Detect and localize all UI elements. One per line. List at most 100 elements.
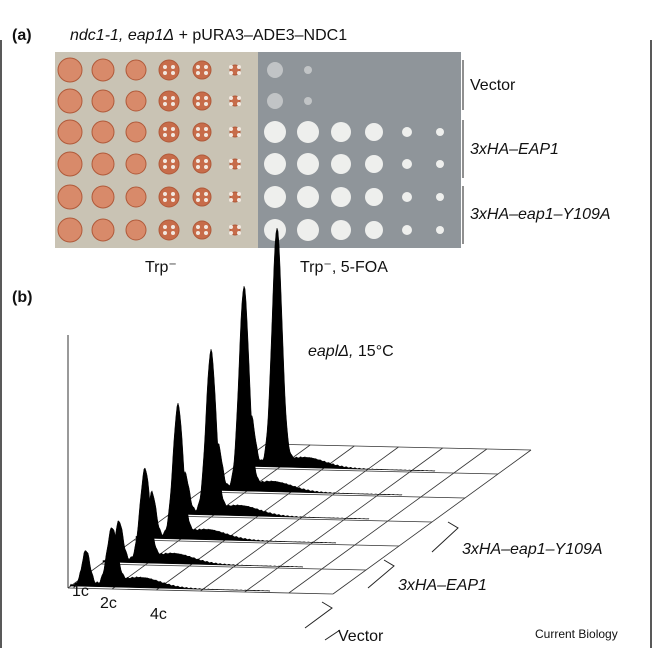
colony-dot	[237, 65, 241, 69]
colony	[264, 186, 286, 208]
colony-dot	[229, 159, 233, 163]
colony-dot	[229, 71, 233, 75]
colony-dot	[229, 65, 233, 69]
colony-dot	[237, 198, 241, 202]
colony	[402, 127, 412, 137]
colony	[58, 89, 82, 113]
colony-dot	[171, 96, 175, 100]
colony-dot	[229, 96, 233, 100]
grid-line	[245, 448, 443, 592]
row-label: Vector	[470, 77, 516, 94]
colony	[58, 120, 82, 144]
colony-dot	[204, 192, 208, 196]
colony-dot	[229, 192, 233, 196]
title-italic: ndc1-1, eap1Δ	[70, 27, 174, 44]
colony-dot	[196, 192, 200, 196]
colony-dot	[171, 192, 175, 196]
dna-label: 1c	[72, 583, 89, 600]
colony	[297, 121, 319, 143]
dna-label: 2c	[100, 595, 117, 612]
panel-label: (a)	[12, 27, 32, 44]
colony	[365, 123, 383, 141]
colony-dot	[163, 71, 167, 75]
condition-rest: 15°C	[358, 343, 394, 360]
footer: Current Biology	[535, 627, 618, 641]
colony-dot	[163, 225, 167, 229]
colony-dot	[163, 127, 167, 131]
colony	[264, 219, 286, 241]
plate-left	[55, 52, 258, 248]
colony	[436, 128, 444, 136]
colony-dot	[237, 159, 241, 163]
colony-dot	[204, 198, 208, 202]
colony-dot	[204, 133, 208, 137]
plate-label: Trp⁻	[145, 259, 177, 276]
colony-dot	[229, 198, 233, 202]
colony-dot	[237, 192, 241, 196]
colony-dot	[237, 127, 241, 131]
colony-dot	[171, 198, 175, 202]
colony-dot	[196, 127, 200, 131]
colony-dot	[237, 96, 241, 100]
colony	[331, 220, 351, 240]
plate-right	[258, 52, 461, 248]
colony	[365, 155, 383, 173]
colony-dot	[196, 225, 200, 229]
row-label: 3xHA–eap1–Y109A	[470, 206, 611, 223]
plate-label: Trp⁻, 5-FOA	[300, 259, 388, 276]
colony	[436, 193, 444, 201]
colony	[193, 61, 211, 79]
colony-dot	[204, 127, 208, 131]
bracket	[305, 602, 332, 628]
histograms	[68, 228, 531, 594]
colony	[193, 92, 211, 110]
colony	[159, 154, 179, 174]
colony-dot	[229, 133, 233, 137]
colony	[193, 188, 211, 206]
colony	[92, 153, 114, 175]
colony-dot	[163, 231, 167, 235]
colony-dot	[237, 231, 241, 235]
colony-dot	[163, 102, 167, 106]
colony	[297, 153, 319, 175]
title-rest: + pURA3–ADE3–NDC1	[179, 27, 348, 44]
colony-dot	[204, 159, 208, 163]
condition: eaplΔ, 15°C	[308, 343, 394, 360]
colony	[402, 192, 412, 202]
colony	[159, 220, 179, 240]
colony	[264, 121, 286, 143]
colony-dot	[171, 231, 175, 235]
colony-dot	[204, 165, 208, 169]
colony	[92, 186, 114, 208]
colony	[92, 59, 114, 81]
series-label: 3xHA–eap1–Y109A	[462, 541, 603, 558]
figure: (a) ndc1-1, eap1Δ + pURA3–ADE3–NDC1 Trp⁻…	[0, 0, 653, 648]
bracket	[368, 560, 394, 588]
colony	[297, 186, 319, 208]
colony	[436, 226, 444, 234]
colony-dot	[204, 65, 208, 69]
colony	[159, 187, 179, 207]
colony	[436, 160, 444, 168]
bracket	[432, 522, 458, 552]
colony-dot	[171, 133, 175, 137]
colony-dot	[196, 165, 200, 169]
colony-dot	[171, 65, 175, 69]
colony	[126, 91, 146, 111]
colony-dot	[196, 96, 200, 100]
colony	[126, 220, 146, 240]
colony-dot	[196, 71, 200, 75]
colony	[267, 93, 283, 109]
colony-dot	[163, 198, 167, 202]
colony	[58, 58, 82, 82]
colony-dot	[196, 159, 200, 163]
colony-dot	[229, 225, 233, 229]
colony	[193, 123, 211, 141]
colony-dot	[237, 71, 241, 75]
colony	[331, 122, 351, 142]
colony	[126, 154, 146, 174]
colony-dot	[196, 102, 200, 106]
colony	[126, 122, 146, 142]
colony-dot	[171, 102, 175, 106]
colony	[159, 60, 179, 80]
